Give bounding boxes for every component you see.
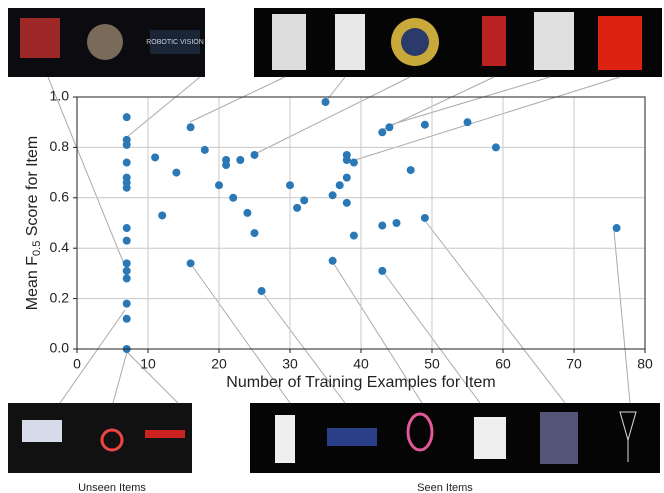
y-label-part: Mean F [24,256,41,310]
connectors [47,76,631,404]
point [122,266,131,275]
point [342,198,351,207]
plot-frame [76,96,646,350]
point [122,140,131,149]
point [186,259,195,268]
point [122,113,131,122]
point [420,213,429,222]
point [385,123,394,132]
y-tick-label: 0.6 [50,189,70,205]
point [300,196,309,205]
point [172,168,181,177]
point [612,224,621,233]
y-tick-label: 1.0 [50,88,70,104]
point [250,150,259,159]
point [250,229,259,238]
point [215,181,223,190]
point [186,123,195,132]
y-tick-label: 0.4 [50,239,70,255]
point [335,181,344,190]
caption: Unseen Items [78,482,146,493]
point [122,259,131,268]
x-tick-label: 0 [73,356,81,372]
point [158,211,167,220]
point [342,173,351,182]
point [378,266,387,275]
point [286,181,294,190]
x-tick-label: 80 [637,356,653,372]
point [236,156,245,164]
y-tick-label: 0.2 [50,289,70,305]
x-axis-label: Number of Training Examples for Item [226,374,495,391]
y-axis-label: Mean F0.5 Score for Item [24,136,43,310]
point [406,166,415,175]
point [293,203,302,212]
y-tick-label: 0.0 [50,340,70,356]
x-tick-label: 60 [495,356,511,372]
y-label-part: Score for Item [24,136,41,241]
point [122,236,131,245]
point [420,120,429,129]
point [491,143,500,152]
point [122,274,131,283]
point [328,191,337,200]
x-tick-label: 50 [424,356,440,372]
point [243,208,252,217]
point [378,221,387,230]
point [342,156,351,164]
x-tick-label: 40 [353,356,369,372]
point [122,314,131,323]
svg-text:ROBOTIC VISION: ROBOTIC VISION [146,39,204,46]
point [349,231,358,240]
x-tick-label: 70 [566,356,582,372]
point [321,98,330,107]
point [151,153,160,162]
thumbnails: ROBOTIC VISION [8,8,662,473]
point [122,183,131,192]
x-tick-label: 20 [211,356,227,372]
point [257,287,266,296]
point [392,219,401,227]
point [122,299,131,308]
y-label-sub: 0.5 [31,241,43,256]
point [222,161,231,170]
x-tick-label: 30 [282,356,298,372]
point [122,158,131,167]
point [463,118,472,127]
point [122,224,131,233]
point [328,256,337,265]
point [378,128,387,137]
caption: Seen Items [417,482,473,493]
point [200,145,209,154]
point [349,158,358,167]
x-tick-label: 10 [140,356,156,372]
point [229,193,238,202]
y-tick-label: 0.8 [50,138,70,154]
